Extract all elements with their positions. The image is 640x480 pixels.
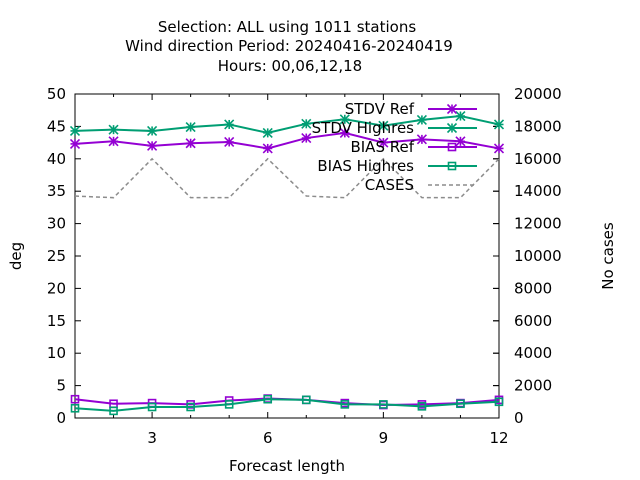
data-point-star-d2	[455, 136, 466, 147]
data-point-square	[186, 402, 195, 412]
data-point-star-d2	[69, 138, 81, 149]
data-point-star-d2	[339, 114, 350, 125]
data-point-star-d2	[446, 122, 458, 134]
y-tick-label: 40	[47, 150, 66, 168]
series-bias-ref	[70, 394, 504, 410]
legend-label: BIAS Highres	[317, 157, 414, 175]
data-point-square	[301, 395, 311, 405]
series-line	[74, 131, 500, 150]
y-tick-label: 10	[47, 344, 66, 362]
data-point-square	[70, 394, 80, 404]
data-point-star-d2	[147, 140, 158, 151]
x-tick-label: 12	[489, 429, 508, 447]
y-tick-label: 15	[47, 312, 66, 330]
data-point-square	[224, 400, 234, 409]
y2-tick-label: 18000	[514, 117, 562, 135]
y2-tick-label: 0	[514, 409, 524, 427]
x-axis-label: Forecast length	[229, 457, 345, 475]
data-point-star-d2	[378, 120, 389, 131]
data-point-square	[447, 142, 457, 152]
y-tick-label: 45	[47, 117, 66, 135]
y2-tick-label: 6000	[514, 312, 552, 330]
y2-tick-label: 12000	[514, 215, 562, 233]
data-point-star-d2	[69, 125, 81, 137]
data-point-star-d2	[185, 121, 196, 133]
y2-tick-label: 16000	[514, 150, 562, 168]
data-point-square	[417, 402, 427, 411]
y-axis-ticks: 0 5 10 15 20 25 30 35 40 45 50	[47, 85, 499, 427]
data-point-star-d2	[224, 136, 235, 148]
series-line	[74, 115, 500, 134]
data-point-star-d2	[147, 125, 158, 137]
data-point-square	[340, 400, 350, 409]
series-cases	[74, 157, 500, 199]
title-line-1: Selection: ALL using 1011 stations	[158, 18, 417, 36]
data-point-star-d2	[493, 143, 505, 154]
data-point-star-d2	[108, 124, 119, 135]
data-point-star-d2	[301, 118, 312, 129]
data-point-star-d2	[301, 132, 312, 144]
y2-tick-label: 2000	[514, 377, 552, 395]
chart-title: Selection: ALL using 1011 stations Wind …	[125, 18, 453, 75]
data-point-star-d2	[416, 134, 427, 145]
x-tick-label: 6	[263, 429, 273, 447]
y-tick-label: 35	[47, 182, 66, 200]
series-line	[74, 157, 500, 199]
data-point-star-d2	[185, 138, 196, 149]
legend-label: CASES	[365, 176, 414, 194]
y-tick-label: 30	[47, 215, 66, 233]
y-axis-label: deg	[7, 242, 25, 270]
y-tick-label: 5	[56, 377, 66, 395]
series-stdv-ref	[69, 127, 505, 154]
y2-axis-label: No cases	[599, 222, 617, 290]
y2-tick-label: 14000	[514, 182, 562, 200]
data-point-star-d2	[262, 127, 273, 138]
data-point-star-d2	[416, 114, 427, 125]
legend-label: STDV Ref	[345, 100, 415, 118]
data-point-star-d2	[493, 119, 505, 130]
y2-axis-ticks: 0 2000 4000 6000 8000 10000 12000 14000 16000 180…	[493, 85, 562, 427]
data-point-square	[379, 400, 388, 409]
data-point-square	[494, 397, 504, 407]
title-line-3: Hours: 00,06,12,18	[218, 57, 362, 75]
data-point-square	[263, 394, 273, 404]
y2-tick-label: 4000	[514, 344, 552, 362]
legend-label: STDV Highres	[312, 119, 415, 137]
data-point-square	[147, 402, 157, 412]
title-line-2: Wind direction Period: 20240416-20240419	[125, 37, 453, 55]
series-layer	[69, 110, 505, 416]
y-tick-label: 50	[47, 85, 66, 103]
data-point-square	[70, 403, 80, 413]
y-tick-label: 25	[47, 247, 66, 265]
data-point-star-d2	[262, 143, 273, 154]
data-point-star-d2	[455, 110, 466, 122]
series-line	[74, 398, 500, 412]
data-point-star-d2	[224, 119, 235, 130]
series-bias-highres	[70, 394, 504, 416]
x-tick-label: 9	[379, 429, 389, 447]
x-tick-label: 3	[147, 429, 157, 447]
data-point-star-d2	[446, 103, 458, 115]
y2-tick-label: 10000	[514, 247, 562, 265]
y-tick-label: 0	[56, 409, 66, 427]
y-tick-label: 20	[47, 279, 66, 297]
legend-label: BIAS Ref	[350, 138, 414, 156]
data-point-star-d2	[108, 136, 119, 147]
series-stdv-highres	[69, 110, 505, 138]
x-axis-ticks: 3 6 9 12	[74, 94, 509, 447]
data-point-star-d2	[339, 127, 350, 138]
y2-tick-label: 20000	[514, 85, 562, 103]
data-point-square	[109, 406, 118, 416]
data-point-square	[447, 161, 457, 171]
data-point-star-d2	[378, 137, 389, 148]
y2-tick-label: 8000	[514, 279, 552, 297]
data-point-square	[456, 399, 465, 409]
